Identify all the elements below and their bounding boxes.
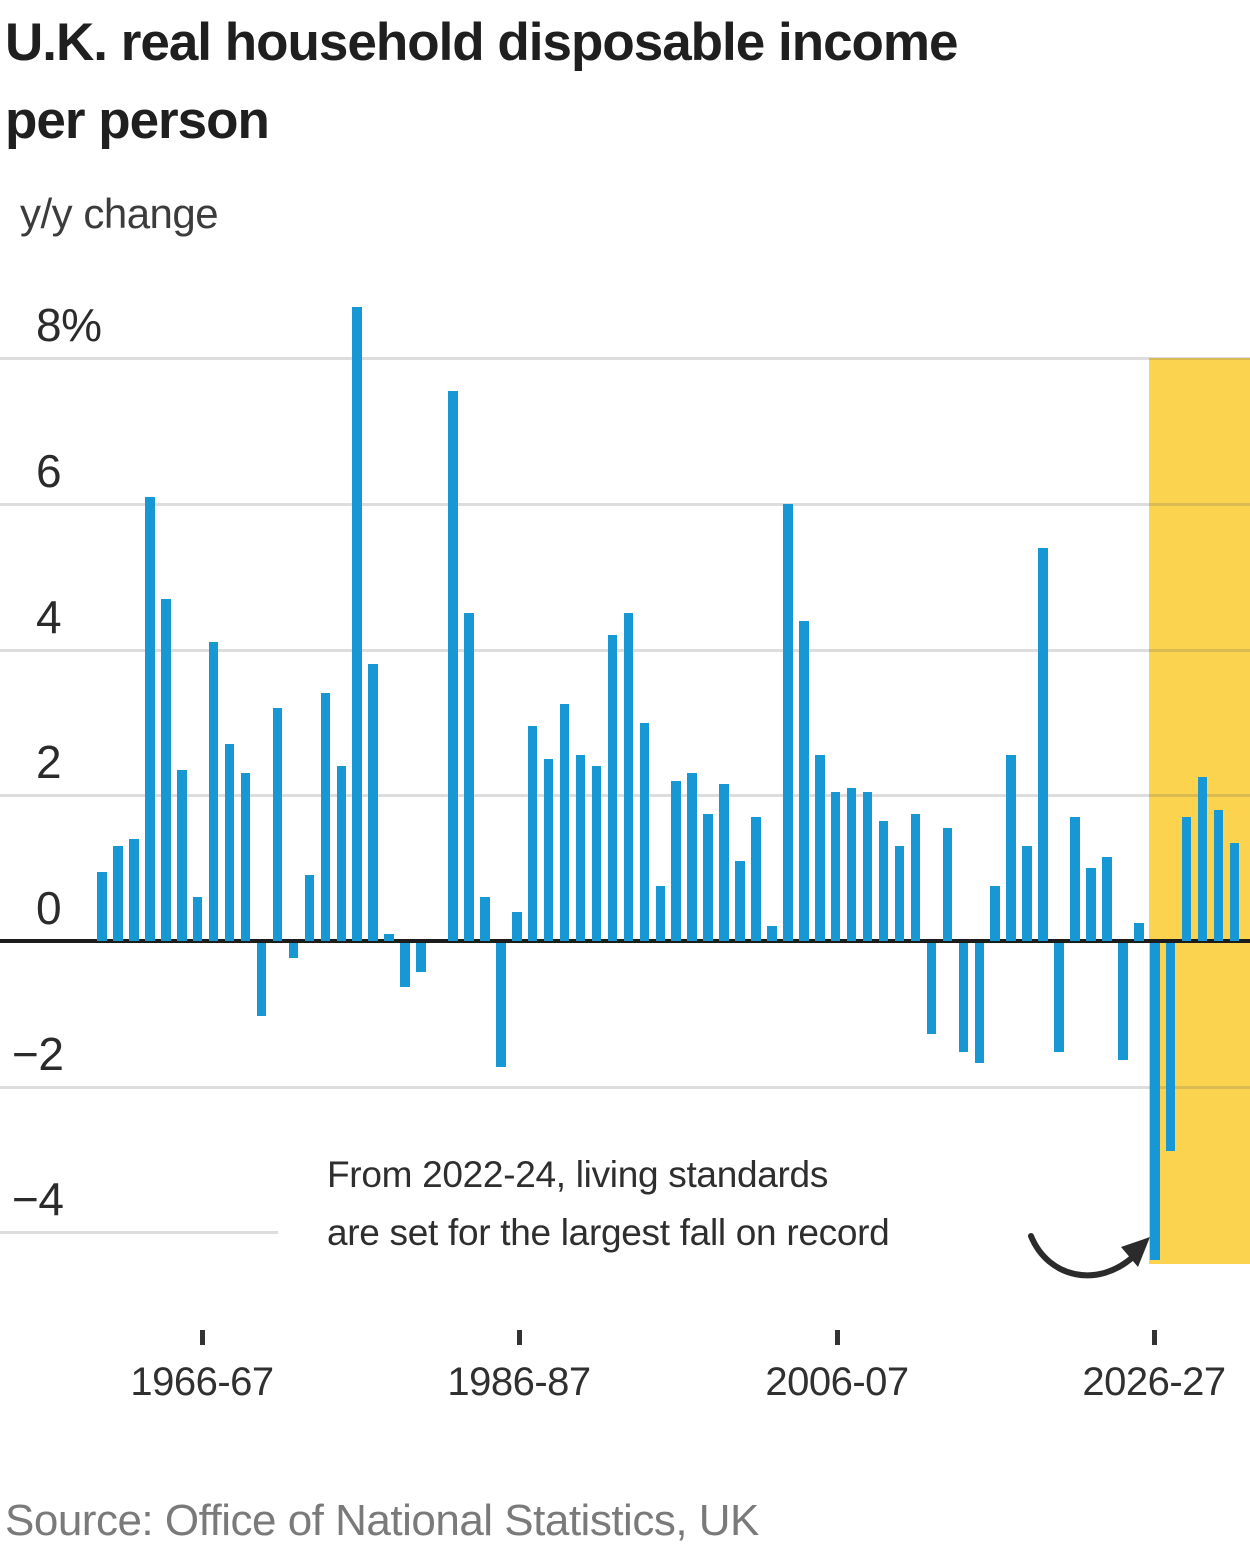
bar-1963-64 [208, 642, 219, 941]
bar-1962-63 [192, 897, 203, 941]
y-axis-label-−4: −4 [12, 1173, 64, 1226]
bar-1975-76 [400, 943, 410, 987]
x-axis-label-1966-67: 1966-67 [130, 1360, 274, 1404]
bar-2008-09 [926, 943, 937, 1035]
bar-1956-57 [97, 871, 107, 941]
bar-1978-79 [448, 391, 458, 941]
bar-2027-28 [1229, 842, 1240, 941]
source-credit: Source: Office of National Statistics, U… [5, 1496, 759, 1545]
bar-2006-07 [894, 846, 905, 941]
x-axis-tick-2026-27 [1152, 1330, 1157, 1345]
bar-1997-98 [751, 817, 761, 941]
bar-1964-65 [224, 744, 235, 941]
bar-1990-91 [639, 722, 649, 941]
bar-1981-82 [496, 943, 506, 1067]
bar-2025-26 [1197, 777, 1208, 941]
bar-2012-13 [990, 886, 1000, 941]
x-axis-label-2026-27: 2026-27 [1082, 1360, 1226, 1404]
bar-2001-02 [815, 755, 825, 941]
bar-1986-87 [575, 755, 586, 941]
bar-2020-21 [1118, 943, 1128, 1060]
bar-2000-01 [799, 620, 809, 941]
bar-2005-06 [878, 820, 889, 941]
gridline-8 [0, 357, 1250, 361]
y-axis-label-6: 6 [36, 444, 62, 497]
bar-1993-94 [687, 773, 697, 941]
bar-2016-17 [1054, 943, 1064, 1053]
gridline--2 [0, 1085, 1250, 1089]
bar-1970-71 [320, 693, 330, 941]
bar-1974-75 [384, 933, 394, 941]
bar-2009-10 [942, 828, 953, 941]
bar-1965-66 [240, 773, 251, 941]
bar-2023-24 [1165, 943, 1176, 1151]
bar-1979-80 [464, 613, 474, 941]
bar-1995-96 [719, 784, 729, 941]
annotation-text: From 2022-24, living standards are set f… [327, 1154, 890, 1253]
y-axis-label-4: 4 [36, 590, 62, 643]
bar-1998-99 [767, 926, 777, 941]
bar-1987-88 [591, 766, 602, 941]
bar-2015-16 [1038, 547, 1048, 941]
bar-1957-58 [113, 846, 123, 941]
y-axis-label-0: 0 [36, 882, 62, 934]
x-axis-tick-1966-67 [200, 1330, 205, 1345]
x-axis-label-1986-87: 1986-87 [447, 1360, 591, 1404]
bar-1983-84 [527, 726, 538, 941]
x-axis-label-2006-07: 2006-07 [765, 1360, 909, 1404]
bar-1991-92 [655, 886, 665, 941]
bar-1960-61 [161, 598, 171, 941]
gridline--4 [0, 1231, 278, 1235]
bar-1968-69 [288, 943, 299, 958]
bar-2024-25 [1181, 817, 1192, 941]
bar-2003-04 [846, 788, 857, 941]
chart-title: U.K. real household disposable income pe… [5, 13, 959, 150]
y-axis-label-2: 2 [36, 736, 62, 789]
y-axis-label-−2: −2 [12, 1027, 64, 1080]
bar-2013-14 [1006, 755, 1016, 941]
bar-1966-67 [256, 943, 267, 1016]
bar-1982-83 [512, 911, 522, 941]
x-axis-tick-1986-87 [517, 1330, 522, 1345]
bar-1969-70 [304, 875, 315, 941]
chart-subtitle: y/y change [20, 190, 219, 237]
bar-1994-95 [703, 813, 713, 941]
x-axis-tick-2006-07 [835, 1330, 840, 1345]
bar-1971-72 [336, 766, 346, 941]
bar-2010-11 [958, 943, 968, 1053]
bar-1973-74 [368, 664, 378, 941]
gridline-6 [0, 502, 1250, 506]
bar-1996-97 [735, 860, 745, 941]
bar-2011-12 [974, 943, 984, 1064]
bar-1959-60 [145, 496, 155, 941]
bar-1958-59 [129, 839, 139, 941]
bar-1967-68 [272, 707, 283, 941]
y-axis-label-8%: 8% [36, 299, 102, 352]
bar-1980-81 [480, 897, 490, 941]
bar-1988-89 [607, 635, 618, 941]
bar-2018-19 [1086, 868, 1096, 941]
bar-1972-73 [352, 307, 362, 941]
x-axis-zero-line [0, 939, 1250, 943]
bar-1992-93 [671, 780, 681, 941]
bar-1984-85 [543, 758, 554, 941]
bar-1989-90 [623, 613, 634, 941]
bar-2021-22 [1134, 922, 1144, 941]
bar-1976-77 [416, 943, 426, 973]
bar-1999-00 [783, 503, 793, 941]
bar-1985-86 [559, 704, 570, 941]
bar-2026-27 [1213, 809, 1224, 941]
bar-2004-05 [862, 791, 873, 941]
bar-2022-23 [1150, 943, 1160, 1260]
bar-2002-03 [830, 791, 841, 941]
bar-2017-18 [1070, 817, 1080, 941]
bar-1961-62 [177, 769, 187, 941]
bar-2019-20 [1102, 857, 1112, 941]
bar-2014-15 [1022, 846, 1032, 941]
bar-2007-08 [910, 813, 921, 941]
